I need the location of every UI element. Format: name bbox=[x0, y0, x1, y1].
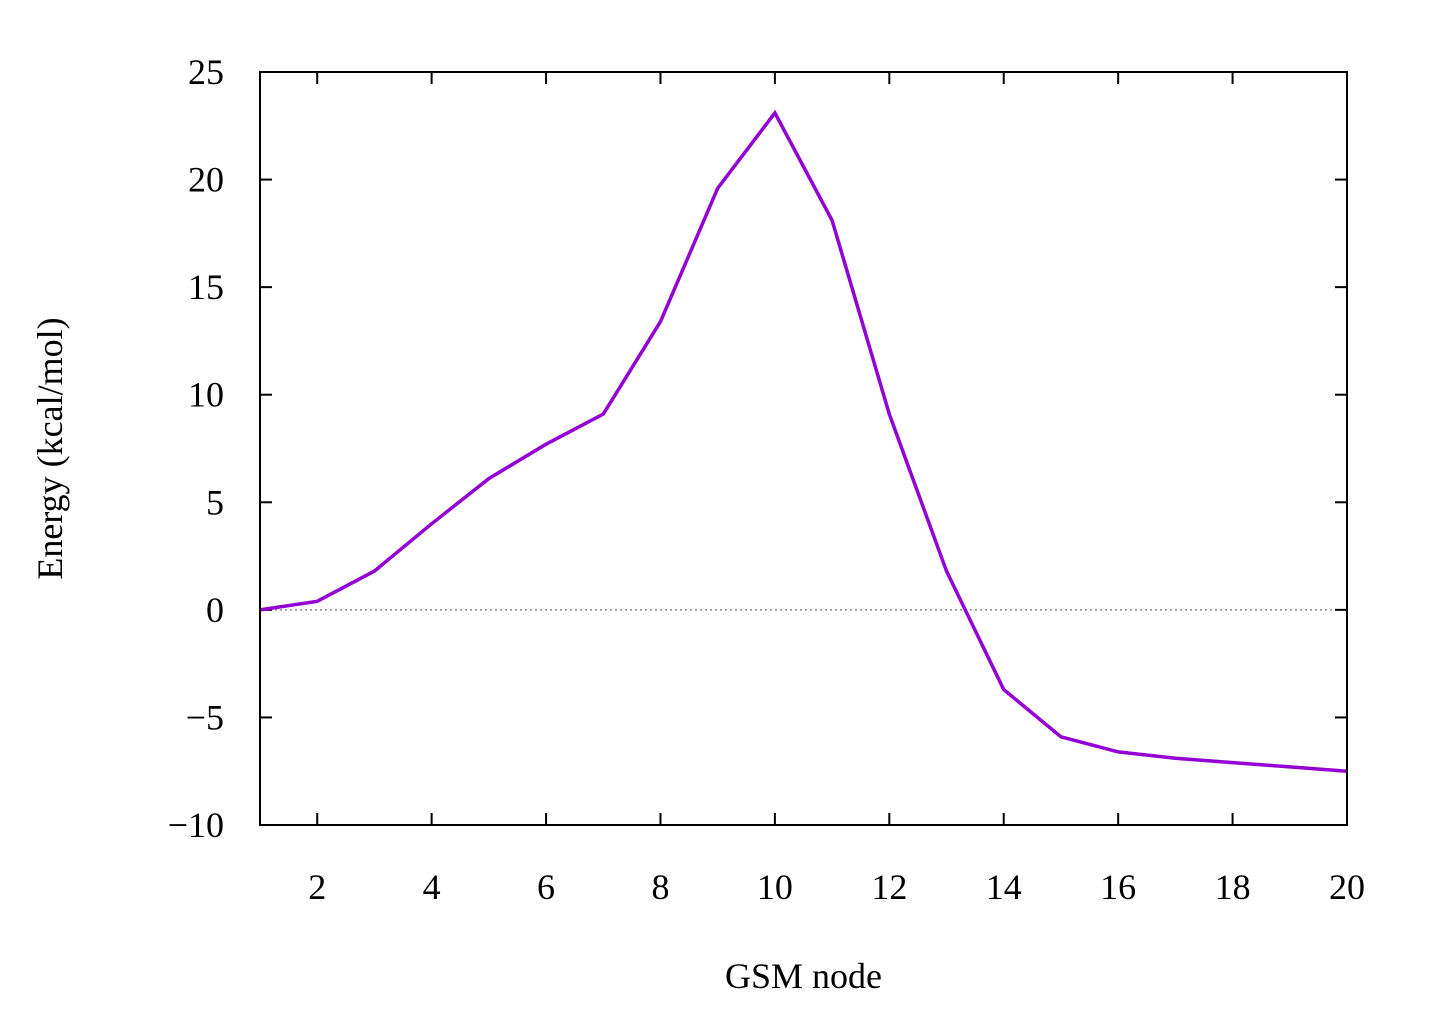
series-layer bbox=[259, 109, 1348, 773]
x-tick-label: 18 bbox=[1215, 867, 1251, 907]
x-axis-title: GSM node bbox=[725, 956, 882, 996]
tick-label-layer: 2 4 6 8 10 12 14 16 18 20 −10 −5 0 5 10 15 20 25 bbox=[168, 52, 1365, 907]
x-tick-label: 14 bbox=[986, 867, 1022, 907]
y-tick-label: 10 bbox=[188, 375, 224, 415]
x-tick-label: 12 bbox=[871, 867, 907, 907]
x-tick-label: 2 bbox=[308, 867, 326, 907]
y-tick-label: −5 bbox=[186, 697, 224, 737]
y-axis-title: Energy (kcal/mol) bbox=[30, 317, 70, 579]
x-tick-label: 4 bbox=[423, 867, 441, 907]
y-tick-label: −10 bbox=[168, 805, 224, 845]
x-tick-label: 8 bbox=[651, 867, 669, 907]
y-tick-label: 15 bbox=[188, 267, 224, 307]
tick-layer bbox=[260, 71, 1348, 826]
x-tick-label: 10 bbox=[757, 867, 793, 907]
x-tick-label: 20 bbox=[1329, 867, 1365, 907]
y-tick-label: 0 bbox=[206, 590, 224, 630]
series-line-0 bbox=[259, 109, 1348, 773]
y-tick-label: 25 bbox=[188, 52, 224, 92]
x-tick-label: 16 bbox=[1100, 867, 1136, 907]
y-tick-label: 20 bbox=[188, 160, 224, 200]
y-tick-label: 5 bbox=[206, 482, 224, 522]
x-tick-label: 6 bbox=[537, 867, 555, 907]
plot-frame bbox=[259, 71, 1348, 826]
